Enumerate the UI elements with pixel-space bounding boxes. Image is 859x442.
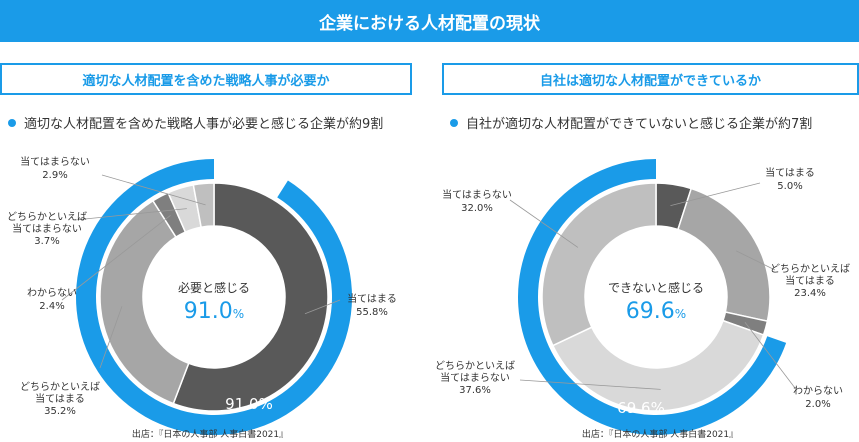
leader-line (304, 299, 341, 315)
leader-line (61, 215, 171, 301)
left-label-somewhat-disagree: どちらかといえば当てはまらない 3.7% (7, 211, 87, 247)
leader-line (670, 182, 761, 207)
donut-slice (99, 199, 190, 405)
right-label-agree: 当てはまる 5.0% (765, 166, 815, 192)
right-bullet: 自社が適切な人材配置ができていないと感じる企業が約7割 (450, 113, 812, 132)
page-title: 企業における人材配置の現状 (0, 0, 859, 42)
right-bullet-text: 自社が適切な人材配置ができていないと感じる企業が約7割 (466, 117, 813, 132)
leader-line (101, 174, 206, 206)
left-source: 出店：『日本の人事部 人事白書2021』 (132, 428, 288, 440)
right-donut-chart: できないと感じる 69.6% 69.6% 出店：『日本の人事部 人事白書2021… (435, 159, 850, 440)
left-center-value: 91.0% (184, 299, 244, 324)
left-bullet-text: 適切な人材配置を含めた戦略人事が必要と感じる企業が約9割 (24, 117, 384, 132)
left-bullet: 適切な人材配置を含めた戦略人事が必要と感じる企業が約9割 (8, 113, 383, 132)
right-center-value: 69.6% (626, 299, 686, 324)
right-outer-value-label: 69.6% (617, 399, 665, 417)
left-label-somewhat-agree: どちらかといえば当てはまる 35.2% (20, 381, 100, 417)
right-label-somewhat-disagree: どちらかといえば当てはまらない 37.6% (435, 360, 515, 396)
leader-line (736, 250, 776, 271)
left-donut-chart: 必要と感じる 91.0% 91.0% 出店：『日本の人事部 人事白書2021』 … (7, 155, 397, 440)
left-center-label: 必要と感じる (178, 280, 250, 295)
right-source: 出店：『日本の人事部 人事白書2021』 (582, 428, 738, 440)
donut-slice (551, 319, 765, 412)
bullet-dot-icon (8, 118, 16, 127)
left-panel-title: 適切な人材配置を含めた戦略人事が必要か (0, 63, 412, 95)
left-outer-value-label: 91.0% (225, 395, 273, 413)
right-panel-title: 自社は適切な人材配置ができているか (442, 63, 859, 95)
donut-slice (172, 182, 329, 412)
leader-line (74, 208, 187, 221)
bullet-dot-icon (450, 118, 458, 127)
donut-slice (192, 182, 215, 229)
donut-slice (676, 187, 771, 323)
leader-line (744, 322, 796, 389)
right-label-unknown: わからない 2.0% (793, 385, 843, 410)
left-label-unknown: わからない 2.4% (27, 287, 77, 312)
leader-line (509, 199, 579, 248)
right-center-label: できないと感じる (608, 280, 704, 295)
right-label-somewhat-agree: どちらかといえば当てはまる 23.4% (770, 263, 850, 299)
right-label-disagree: 当てはまらない 32.0% (442, 188, 512, 214)
leader-line (519, 379, 661, 390)
left-label-agree: 当てはまる 55.8% (347, 292, 397, 318)
left-label-disagree: 当てはまらない 2.9% (20, 155, 90, 181)
donut-slice (541, 182, 657, 347)
leader-line (99, 306, 123, 369)
